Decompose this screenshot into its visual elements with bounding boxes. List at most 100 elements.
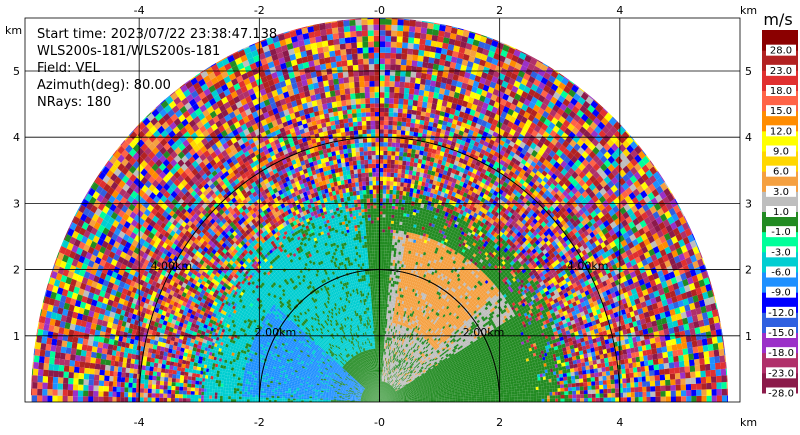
- range-gate-cell: [389, 378, 391, 381]
- range-gate-cell: [361, 383, 365, 386]
- range-gate-cell: [381, 393, 384, 397]
- range-gate-cell: [368, 377, 371, 381]
- range-gate-cell: [376, 396, 379, 400]
- range-gate-cell: [403, 394, 406, 396]
- range-gate-cell: [383, 321, 385, 325]
- range-gate-cell: [366, 400, 369, 401]
- range-gate-cell: [389, 386, 392, 389]
- range-gate-cell: [390, 372, 393, 375]
- range-gate-cell: [396, 386, 400, 389]
- range-gate-cell: [374, 378, 376, 382]
- range-gate-cell: [369, 387, 372, 391]
- range-gate-cell: [403, 386, 406, 389]
- range-gate-cell: [382, 400, 385, 402]
- range-gate-cell: [387, 383, 390, 387]
- range-gate-cell: [365, 376, 367, 380]
- range-gate-cell: [395, 379, 398, 383]
- range-gate-cell: [367, 389, 370, 392]
- range-gate-cell: [380, 396, 383, 400]
- range-gate-cell: [395, 397, 399, 399]
- range-gate-cell: [369, 374, 371, 378]
- range-gate-cell: [363, 390, 367, 393]
- range-gate-cell: [356, 386, 359, 389]
- range-gate-cell: [386, 396, 389, 398]
- range-gate-cell: [381, 369, 383, 373]
- range-gate-cell: [358, 389, 361, 391]
- range-gate-cell: [375, 397, 378, 400]
- range-gate-cell: [374, 399, 378, 401]
- range-gate-cell: [376, 378, 377, 382]
- range-gate-cell: [364, 384, 367, 388]
- range-gate-cell: [360, 376, 363, 379]
- range-gate-cell: [377, 399, 380, 402]
- range-gate-cell: [373, 382, 375, 386]
- range-gate-cell: [320, 397, 323, 399]
- range-gate-cell: [382, 342, 384, 346]
- range-gate-cell: [372, 393, 375, 396]
- range-gate-cell: [358, 397, 361, 399]
- range-gate-cell: [382, 384, 384, 388]
- range-gate-cell: [380, 390, 382, 394]
- range-gate-cell: [371, 400, 375, 401]
- range-gate-cell: [444, 395, 447, 398]
- range-gate-cell: [390, 399, 393, 400]
- range-gate-cell: [373, 388, 376, 392]
- range-gate-cell: [395, 389, 399, 392]
- range-gate-cell: [366, 375, 369, 379]
- range-gate-cell: [358, 395, 362, 397]
- range-gate-cell: [368, 377, 371, 381]
- range-gate-cell: [378, 396, 379, 400]
- range-gate-cell: [364, 373, 367, 377]
- range-gate-cell: [372, 376, 374, 380]
- range-gate-cell: [374, 372, 376, 376]
- range-gate-cell: [363, 386, 366, 389]
- range-gate-cell: [370, 376, 373, 380]
- range-gate-cell: [374, 387, 376, 391]
- range-gate-cell: [383, 396, 386, 399]
- range-gate-cell: [381, 369, 383, 373]
- range-gate-cell: [380, 372, 382, 376]
- range-gate-cell: [314, 397, 318, 399]
- range-gate-cell: [359, 393, 362, 396]
- range-gate-cell: [352, 396, 356, 398]
- range-gate-cell: [397, 377, 400, 380]
- range-gate-cell: [383, 391, 385, 395]
- range-gate-cell: [383, 387, 385, 391]
- range-gate-cell: [391, 394, 395, 397]
- range-gate-cell: [390, 392, 394, 394]
- range-gate-cell: [380, 357, 381, 361]
- range-gate-cell: [356, 385, 360, 388]
- range-gate-cell: [399, 379, 402, 383]
- range-gate-cell: [370, 383, 372, 387]
- range-gate-cell: [384, 398, 388, 400]
- range-gate-cell: [369, 380, 372, 384]
- range-gate-cell: [392, 398, 396, 400]
- range-gate-cell: [368, 381, 371, 384]
- range-gate-cell: [406, 400, 410, 401]
- range-gate-cell: [363, 373, 366, 377]
- range-gate-cell: [381, 381, 382, 385]
- range-gate-cell: [402, 385, 406, 388]
- range-gate-cell: [354, 389, 358, 392]
- range-gate-cell: [360, 398, 364, 400]
- range-gate-cell: [384, 399, 388, 401]
- range-gate-cell: [366, 398, 370, 400]
- range-gate-cell: [377, 330, 379, 334]
- range-gate-cell: [360, 384, 363, 388]
- range-gate-cell: [375, 375, 377, 379]
- range-gate-cell: [392, 396, 396, 398]
- range-gate-cell: [388, 394, 392, 397]
- range-gate-cell: [381, 397, 384, 401]
- range-gate-cell: [383, 381, 385, 385]
- range-gate-cell: [397, 394, 401, 396]
- range-gate-cell: [406, 388, 410, 390]
- range-gate-cell: [376, 390, 378, 394]
- range-gate-cell: [452, 396, 456, 398]
- range-gate-cell: [430, 399, 434, 402]
- range-gate-cell: [394, 394, 398, 396]
- range-gate-cell: [374, 391, 376, 395]
- range-gate-cell: [392, 384, 395, 387]
- range-gate-cell: [386, 397, 390, 399]
- range-gate-cell: [407, 388, 410, 391]
- range-gate-cell: [374, 395, 377, 398]
